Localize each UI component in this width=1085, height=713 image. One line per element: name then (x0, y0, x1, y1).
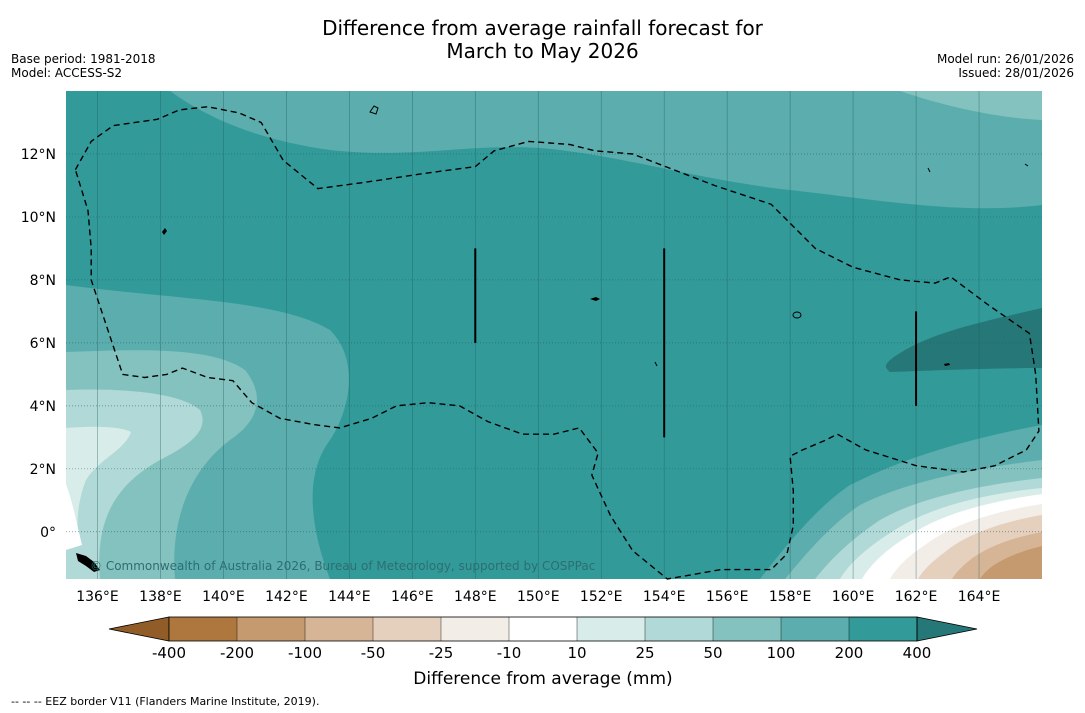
island-shape (792, 311, 802, 319)
island-shape (1024, 163, 1029, 167)
graticule (66, 91, 1042, 579)
contour-50-100-northeast (900, 91, 1042, 120)
contour-above-400-east (885, 308, 1042, 372)
colorbar-tick-label: -200 (220, 644, 254, 662)
colorbar-bin (237, 617, 305, 641)
longitude-tick-label: 148°E (454, 589, 497, 605)
colorbar-tick-label: -25 (429, 644, 454, 662)
longitude-tick-label: 164°E (958, 589, 1001, 605)
latitude-tick-label: 10°N (21, 210, 56, 226)
longitude-tick-label: 156°E (706, 589, 749, 605)
colorbar-tick-label: 200 (835, 644, 864, 662)
eez-border-line (74, 105, 1040, 580)
colorbar-frame (168, 616, 918, 642)
latitude-tick-label: 0° (40, 525, 56, 541)
base-period: Base period: 1981-2018 (11, 52, 156, 66)
copyright-notice: © Commonwealth of Australia 2026, Bureau… (90, 559, 595, 573)
contour-100-200-north (66, 91, 1042, 209)
island-shape (654, 361, 658, 367)
longitude-tick-label: 154°E (643, 589, 686, 605)
model-name: Model: ACCESS-S2 (11, 66, 123, 80)
eez-border-footnote: -- -- -- EEZ border V11 (Flanders Marine… (11, 695, 320, 708)
island-shape (944, 363, 950, 366)
longitude-tick-label: 144°E (328, 589, 371, 605)
issued-date: Issued: 28/01/2026 (958, 66, 1074, 80)
forecast-contour-field (66, 91, 1042, 579)
colorbar-bin (781, 617, 849, 641)
island-shape (76, 553, 100, 572)
colorbar-title: Difference from average (mm) (413, 669, 672, 689)
colorbar-bin (169, 617, 237, 641)
colorbar-tick-labels: -400 -200 -100 -50 -25 -10 10 25 50 100 200 400 (152, 644, 931, 662)
colorbar-bin (577, 617, 645, 641)
colorbar-bin (713, 617, 781, 641)
longitude-tick-label: 138°E (139, 589, 182, 605)
colorbar-extend-high (916, 616, 978, 642)
colorbar-bin (849, 617, 917, 641)
island-shape (590, 297, 600, 301)
island-shape (927, 167, 931, 173)
colorbar-bin (509, 617, 577, 641)
latitude-tick-label: 4°N (30, 399, 56, 415)
colorbar-tick-label: 50 (703, 644, 722, 662)
longitude-tick-labels: 136°E 138°E 140°E 142°E 144°E 146°E 148°E 150°E… (76, 589, 1000, 605)
colorbar-tick-label: -400 (152, 644, 186, 662)
latitude-tick-label: 6°N (30, 336, 56, 352)
colorbar-tick-label: 100 (767, 644, 796, 662)
contour-10-25-west (66, 426, 131, 545)
island-shape (369, 105, 379, 115)
longitude-tick-label: 158°E (769, 589, 812, 605)
title-line-1: Difference from average rainfall forecas… (322, 16, 763, 40)
eez-border-layer (74, 105, 1040, 580)
colorbar-tick-label: -10 (497, 644, 522, 662)
latitude-tick-labels: 0° 2°N 4°N 6°N 8°N 10°N 12°N (21, 147, 56, 541)
title-line-2: March to May 2026 (446, 39, 639, 63)
longitude-tick-label: 142°E (265, 589, 308, 605)
model-run-date: Model run: 26/01/2026 (936, 52, 1074, 66)
colorbar-bin (645, 617, 713, 641)
latitude-tick-label: 2°N (30, 462, 56, 478)
colorbar-bin (305, 617, 373, 641)
colorbar-tick-label: -100 (288, 644, 322, 662)
longitude-tick-label: 146°E (391, 589, 434, 605)
longitude-tick-label: 152°E (580, 589, 623, 605)
colorbar-extend-low (108, 616, 170, 642)
contour-neutral-west (66, 484, 82, 550)
latitude-tick-label: 12°N (21, 147, 56, 163)
colorbar-tick-label: 10 (567, 644, 586, 662)
colorbar (108, 616, 978, 642)
colorbar-tick-label: 25 (635, 644, 654, 662)
longitude-tick-label: 150°E (517, 589, 560, 605)
longitude-tick-label: 162°E (895, 589, 938, 605)
longitude-tick-label: 140°E (202, 589, 245, 605)
latitude-tick-label: 8°N (30, 273, 56, 289)
colorbar-tick-label: 400 (903, 644, 932, 662)
colorbar-tick-label: -50 (361, 644, 386, 662)
contour-minus200-minus100-southeast (980, 546, 1042, 579)
colorbar-bin (441, 617, 509, 641)
island-shape (162, 228, 167, 235)
longitude-tick-label: 136°E (76, 589, 119, 605)
colorbar-bin (373, 617, 441, 641)
eez-vertex-lines (474, 248, 918, 438)
longitude-tick-label: 160°E (832, 589, 875, 605)
